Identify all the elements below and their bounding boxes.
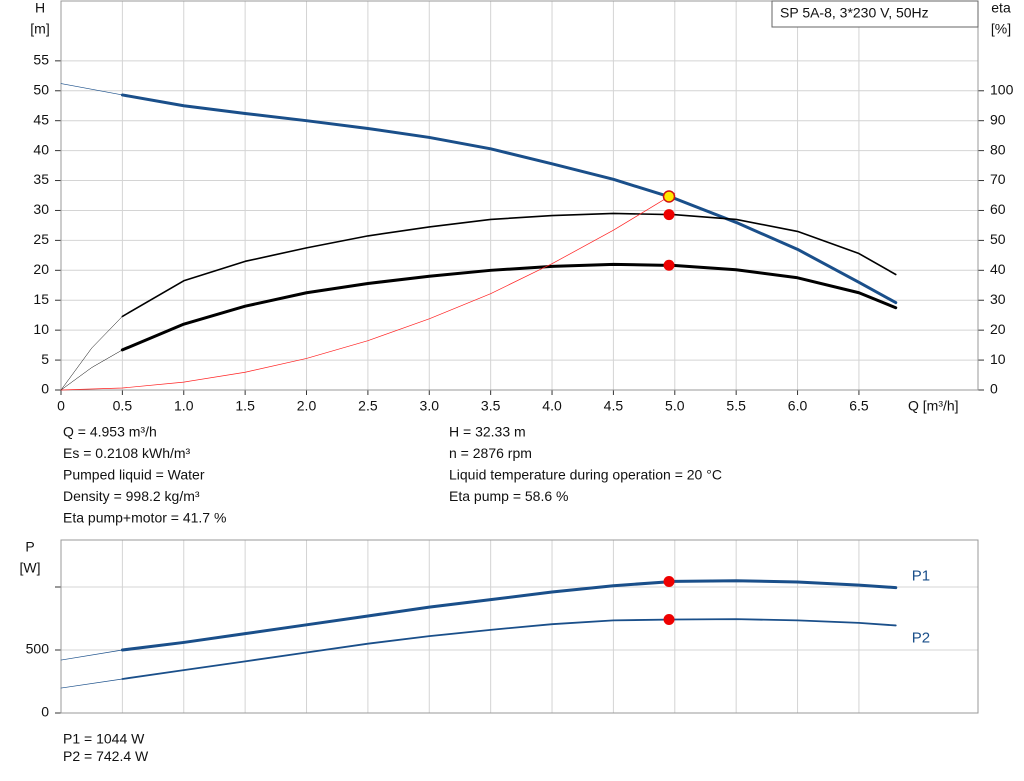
y2-tick-label: 60 (990, 201, 1006, 217)
curve (60, 83, 123, 96)
curve (60, 349, 123, 391)
y2-axis-unit: [%] (991, 21, 1011, 37)
y-tick-label: 55 (33, 52, 49, 68)
series-label: P1 (912, 568, 930, 585)
y-tick-label: 35 (33, 171, 49, 187)
info-text: Q = 4.953 m³/h (63, 424, 157, 440)
y-tick-label: 500 (26, 641, 50, 657)
chart-title: SP 5A-8, 3*230 V, 50Hz (780, 5, 929, 21)
info-text: P1 = 1044 W (63, 731, 145, 747)
info-text: Eta pump+motor = 41.7 % (63, 510, 226, 526)
y-tick-label: 10 (33, 321, 49, 337)
y-axis-label: P (25, 539, 34, 555)
curve (120, 262, 898, 352)
curve (60, 678, 123, 689)
curve (60, 316, 123, 391)
info-text: n = 2876 rpm (449, 445, 532, 461)
y-tick-label: 5 (41, 351, 49, 367)
series-label: P2 (912, 629, 930, 646)
y2-tick-label: 20 (990, 321, 1006, 337)
y2-tick-label: 50 (990, 231, 1006, 247)
y2-tick-label: 90 (990, 111, 1006, 127)
y2-tick-label: 80 (990, 141, 1006, 157)
y-axis-unit: [W] (20, 560, 41, 576)
curve (121, 212, 897, 318)
operating-point (663, 209, 675, 221)
x-tick-label: 1.5 (235, 398, 255, 414)
x-tick-label: 4.0 (542, 398, 562, 414)
operating-point (662, 190, 676, 203)
y-tick-label: 15 (33, 291, 49, 307)
x-tick-label: 4.5 (604, 398, 624, 414)
y2-tick-label: 10 (990, 351, 1006, 367)
x-tick-label: 5.0 (665, 398, 685, 414)
y2-axis-label: eta (991, 0, 1011, 16)
x-tick-label: 1.0 (174, 398, 194, 414)
info-text: Es = 0.2108 kWh/m³ (63, 445, 191, 461)
curve (120, 93, 898, 305)
plot-frame (60, 0, 979, 391)
operating-point (663, 259, 675, 271)
y-tick-label: 30 (33, 201, 49, 217)
y2-tick-label: 0 (990, 381, 998, 397)
operating-point (663, 575, 675, 587)
x-axis-label: Q [m³/h] (908, 398, 959, 414)
y-tick-label: 50 (33, 81, 49, 97)
plot-frame (60, 539, 979, 714)
x-tick-label: 6.5 (849, 398, 869, 414)
title-box (771, 0, 979, 28)
curve (60, 192, 676, 391)
info-text: P2 = 742.4 W (63, 748, 149, 764)
y2-tick-label: 100 (990, 81, 1014, 97)
curve (121, 618, 897, 680)
x-tick-label: 2.5 (358, 398, 378, 414)
x-tick-label: 3.5 (481, 398, 501, 414)
x-tick-label: 5.5 (726, 398, 746, 414)
y-tick-label: 45 (33, 111, 49, 127)
x-tick-label: 0.5 (113, 398, 133, 414)
y-tick-label: 0 (41, 381, 49, 397)
info-text: Eta pump = 58.6 % (449, 488, 568, 504)
y-axis-label: H (35, 0, 45, 16)
y2-tick-label: 30 (990, 291, 1006, 307)
y-tick-label: 0 (41, 704, 49, 720)
x-tick-label: 6.0 (788, 398, 808, 414)
y-tick-label: 40 (33, 141, 49, 157)
y2-tick-label: 40 (990, 261, 1006, 277)
x-tick-label: 2.0 (297, 398, 317, 414)
x-tick-label: 0 (57, 398, 65, 414)
curve (120, 579, 898, 652)
curve (60, 649, 123, 661)
info-text: Density = 998.2 kg/m³ (63, 488, 200, 504)
info-text: Pumped liquid = Water (63, 467, 205, 483)
info-text: H = 32.33 m (449, 424, 526, 440)
info-text: Liquid temperature during operation = 20… (449, 467, 722, 483)
y-tick-label: 20 (33, 261, 49, 277)
y-tick-label: 25 (33, 231, 49, 247)
operating-point (663, 613, 675, 625)
x-tick-label: 3.0 (420, 398, 440, 414)
y2-tick-label: 70 (990, 171, 1006, 187)
y-axis-unit: [m] (30, 21, 49, 37)
